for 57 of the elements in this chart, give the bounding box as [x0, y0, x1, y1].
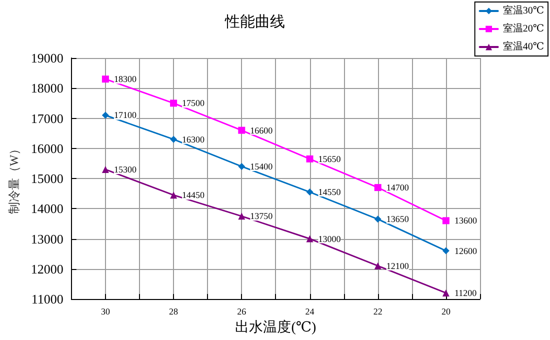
x-tick-label: 28 [169, 306, 179, 316]
point [306, 235, 314, 242]
data-label: 18300 [114, 74, 137, 84]
data-label: 15300 [114, 164, 137, 174]
data-label: 13000 [318, 234, 342, 244]
legend-label: 室温30℃ [502, 4, 544, 16]
y-tick-label: 17000 [30, 110, 64, 126]
legend-label: 室温20℃ [502, 22, 544, 34]
point [170, 100, 178, 107]
x-tick-label: 26 [237, 306, 247, 316]
point [238, 212, 246, 220]
data-label: 16600 [250, 125, 274, 136]
point [374, 216, 382, 223]
point [102, 166, 109, 173]
data-label: 13650 [386, 214, 410, 224]
y-tick-label: 14000 [30, 201, 64, 216]
data-label: 13750 [250, 211, 274, 222]
x-tick-label: 30 [100, 306, 110, 316]
y-tick-label: 18000 [30, 80, 64, 96]
x-tick-label: 20 [441, 306, 451, 316]
point [306, 188, 314, 196]
point [374, 262, 382, 270]
x-tick-label: 22 [373, 306, 382, 316]
data-label: 15400 [250, 161, 274, 172]
data-label: 12600 [454, 246, 478, 256]
point [442, 247, 450, 254]
legend-label: 室温40℃ [502, 40, 544, 52]
y-tick-label: 12000 [30, 261, 64, 276]
y-tick-label: 13000 [30, 231, 64, 246]
data-label: 15650 [318, 154, 342, 164]
data-label: 14700 [386, 182, 410, 193]
point [102, 76, 109, 83]
point [442, 289, 450, 296]
point [238, 162, 246, 170]
data-label: 14550 [318, 187, 342, 198]
data-label: 17500 [182, 98, 206, 108]
point [442, 217, 450, 224]
point [102, 112, 109, 119]
y-tick-label: 19000 [30, 50, 64, 66]
data-label: 17100 [114, 110, 137, 120]
x-tick-label: 24 [305, 306, 315, 316]
y-tick-label: 15000 [30, 171, 64, 186]
y-tick-label: 11000 [31, 292, 64, 306]
point [238, 126, 246, 134]
point [306, 155, 314, 162]
point [170, 192, 178, 199]
point [374, 184, 382, 192]
y-tick-label: 16000 [30, 140, 64, 156]
data-label: 16300 [182, 134, 206, 144]
data-label: 11200 [454, 288, 478, 298]
y-axis-title: 制冷量（W） [7, 142, 21, 214]
chart-title: 性能曲线 [224, 14, 285, 30]
x-axis-title: 出水温度(℃) [235, 320, 317, 336]
data-label: 14450 [182, 190, 206, 200]
point [170, 136, 178, 143]
data-label: 12100 [386, 260, 410, 271]
data-label: 13600 [454, 216, 478, 226]
